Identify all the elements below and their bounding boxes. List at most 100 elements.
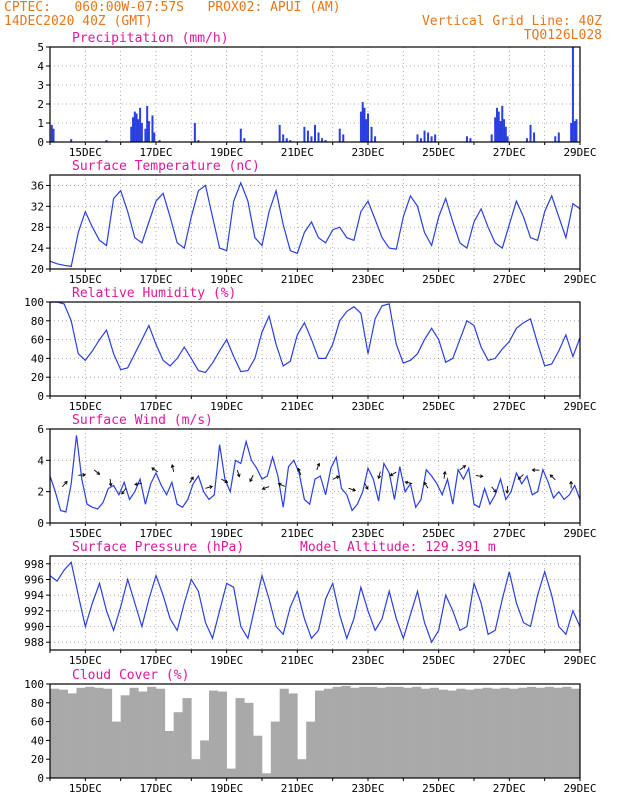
wind-arrowhead (209, 485, 214, 489)
precip-bar (342, 134, 345, 142)
wind-arrowhead (170, 464, 175, 468)
x-tick-label: 19DEC (210, 146, 243, 159)
precip-bar (420, 138, 422, 142)
x-tick-label: 27DEC (493, 273, 526, 286)
cloud-bar (368, 686, 378, 778)
wind-arrow (151, 467, 159, 473)
cloud-bar (173, 712, 183, 778)
wind-arrow (378, 471, 381, 479)
cloud-bar (535, 687, 545, 778)
x-tick-label: 25DEC (422, 527, 455, 540)
precip-bar (130, 126, 133, 142)
wind-arrowhead (423, 481, 428, 486)
precip-bar (303, 126, 306, 142)
cloud-bar (129, 687, 139, 778)
cloud-bar (306, 721, 316, 778)
cloud-bar (376, 687, 386, 778)
cloud-bar (341, 685, 351, 778)
wind-arrowhead (134, 482, 138, 487)
precip-bar (133, 111, 136, 142)
wind-arrow (423, 482, 429, 489)
wind-arrow (189, 476, 194, 484)
precip-bar (434, 134, 437, 142)
cloud-bar (270, 721, 280, 778)
cloud-bar (103, 688, 113, 778)
cloud-bar (571, 688, 581, 778)
x-tick-label: 17DEC (139, 400, 172, 413)
precip-bar (314, 124, 316, 142)
precip-bar (153, 132, 156, 142)
series-line (50, 301, 581, 374)
precip-bar (526, 138, 528, 142)
wind-arrowhead (190, 476, 194, 481)
wind-arrowhead (64, 480, 68, 485)
x-tick-label: 21DEC (281, 782, 314, 795)
x-tick-label: 15DEC (69, 273, 102, 286)
cloud-bar (262, 773, 272, 778)
x-tick-label: 19DEC (210, 273, 243, 286)
wind-arrowhead (82, 473, 87, 477)
wind-arrowhead (365, 486, 369, 490)
x-tick-label: 25DEC (422, 782, 455, 795)
y-tick-label: 100 (24, 296, 44, 309)
panel-frame (49, 46, 581, 143)
cloud-bar (412, 686, 422, 778)
x-tick-label: 29DEC (563, 654, 596, 667)
wind-arrow (109, 478, 112, 486)
cloud-bar (394, 686, 404, 778)
precip-bar (285, 138, 288, 142)
precip-bar (374, 136, 377, 142)
precip-bar (139, 107, 142, 142)
precip-bar (52, 128, 55, 142)
cloud-bar (209, 690, 219, 778)
precip-bar (278, 124, 281, 142)
cloud-bar (200, 740, 210, 778)
y-tick-label: 990 (24, 621, 44, 634)
cloud-bar (447, 690, 457, 778)
cloud-bar (544, 686, 554, 778)
precip-bar (465, 136, 468, 142)
precip-bar (50, 124, 53, 142)
x-tick-label: 15DEC (69, 527, 102, 540)
y-tick-label: 80 (31, 697, 44, 710)
x-tick-label: 29DEC (563, 273, 596, 286)
y-tick-label: 20 (31, 371, 44, 384)
cloud-bar (67, 693, 77, 778)
wind-arrowhead (151, 467, 155, 471)
precip-bar (497, 111, 500, 142)
y-tick-label: 60 (31, 334, 44, 347)
y-tick-label: 24 (31, 242, 45, 255)
precip-bar (70, 139, 73, 142)
precip-bar (501, 105, 504, 142)
y-tick-label: 5 (37, 41, 44, 54)
precip-bar (365, 119, 368, 142)
precip-bar (135, 113, 138, 142)
precip-bar (147, 121, 150, 142)
cloud-bar (332, 686, 342, 778)
y-tick-label: 36 (31, 179, 44, 192)
precip-bar (193, 123, 196, 142)
wind-arrow (171, 464, 175, 472)
precip-bar (239, 128, 242, 142)
cloud-bar (253, 735, 263, 778)
wind-arrow (405, 481, 413, 485)
wind-arrowhead (316, 462, 321, 467)
precip-bar (367, 113, 369, 142)
precip-bar (494, 117, 497, 142)
y-tick-label: 0 (37, 772, 44, 785)
x-tick-label: 21DEC (281, 273, 314, 286)
cloud-bar (111, 721, 121, 778)
y-tick-label: 0 (37, 136, 44, 149)
x-tick-label: 25DEC (422, 654, 455, 667)
series-line (49, 181, 581, 268)
wind-arrowhead (377, 475, 382, 480)
cloud-bar (138, 691, 148, 778)
y-tick-label: 20 (31, 263, 44, 276)
precip-bar (105, 140, 108, 142)
x-tick-label: 23DEC (351, 654, 384, 667)
precip-bar (529, 124, 532, 142)
x-tick-label: 15DEC (69, 782, 102, 795)
y-tick-label: 0 (37, 517, 44, 530)
wind-arrowhead (236, 473, 241, 478)
